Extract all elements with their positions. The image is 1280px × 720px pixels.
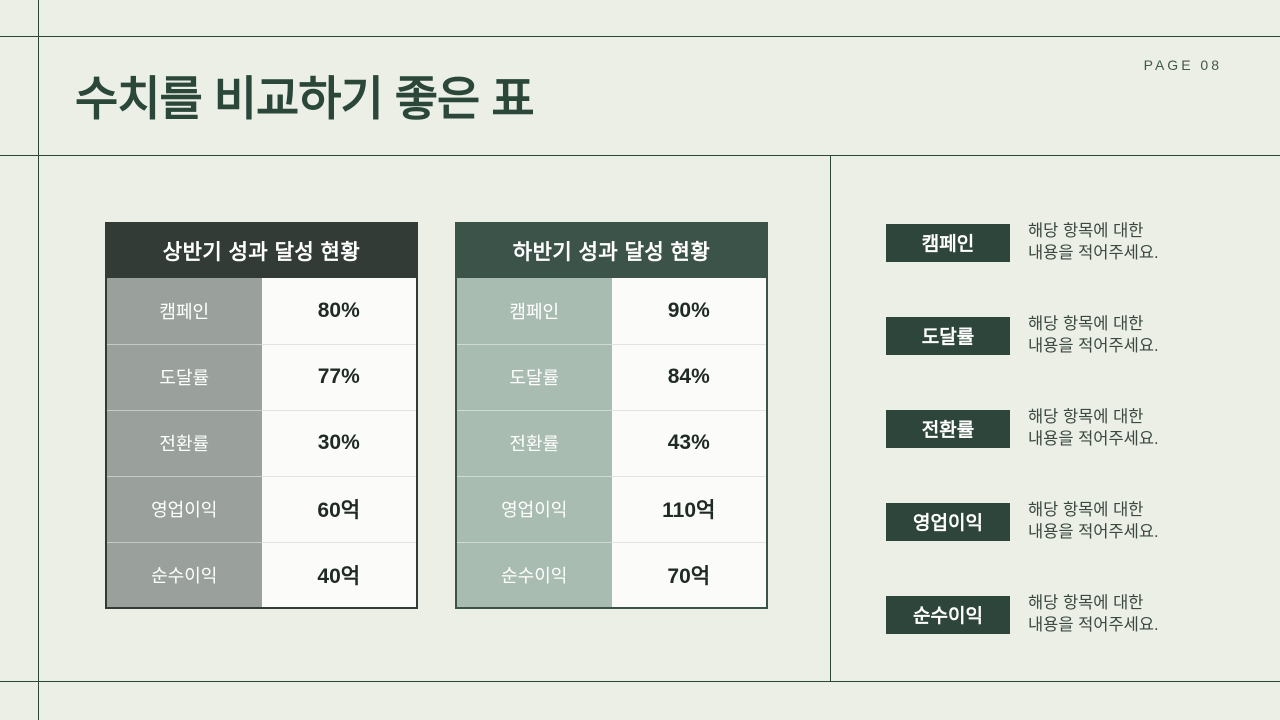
row-value: 60억 xyxy=(261,475,417,542)
legend-desc-line1: 해당 항목에 대한 xyxy=(1028,222,1144,240)
legend-desc: 해당 항목에 대한 내용을 적어주세요. xyxy=(1028,221,1159,264)
legend-desc-line2: 내용을 적어주세요. xyxy=(1028,429,1159,448)
row-label: 영업이익 xyxy=(456,475,612,542)
table-header-row: 상반기 성과 달성 현황 xyxy=(106,223,417,278)
legend-item: 순수이익 해당 항목에 대한 내용을 적어주세요. xyxy=(886,593,1159,636)
row-label: 전환률 xyxy=(106,409,262,476)
legend-desc-line2: 내용을 적어주세요. xyxy=(1028,243,1159,262)
row-label: 전환률 xyxy=(456,409,612,476)
legend-item: 영업이익 해당 항목에 대한 내용을 적어주세요. xyxy=(886,500,1159,543)
table-row: 전환률 43% xyxy=(456,409,767,476)
table-row: 도달률 77% xyxy=(106,343,417,410)
table-row: 도달률 84% xyxy=(456,343,767,410)
row-label: 캠페인 xyxy=(456,278,612,344)
legend-badge: 도달률 xyxy=(886,316,1010,355)
row-label: 순수이익 xyxy=(456,541,612,608)
legend-item: 전환률 해당 항목에 대한 내용을 적어주세요. xyxy=(886,407,1159,450)
legend-desc: 해당 항목에 대한 내용을 적어주세요. xyxy=(1028,314,1159,357)
header-divider-line xyxy=(0,155,1280,156)
row-value: 70억 xyxy=(611,541,767,608)
row-label: 영업이익 xyxy=(106,475,262,542)
legend-desc-line2: 내용을 적어주세요. xyxy=(1028,615,1159,634)
second-half-table: 하반기 성과 달성 현황 캠페인 90% 도달률 84% 전환률 43% 영업이… xyxy=(455,222,768,609)
table-row: 순수이익 70억 xyxy=(456,541,767,608)
legend-desc: 해당 항목에 대한 내용을 적어주세요. xyxy=(1028,500,1159,543)
page-number: PAGE 08 xyxy=(1143,57,1222,73)
legend-badge: 영업이익 xyxy=(886,502,1010,541)
row-label: 도달률 xyxy=(106,343,262,410)
legend-desc-line2: 내용을 적어주세요. xyxy=(1028,522,1159,541)
second-half-table-title: 하반기 성과 달성 현황 xyxy=(456,223,767,278)
top-frame-line xyxy=(0,36,1280,37)
row-value: 80% xyxy=(261,278,417,344)
table-row: 전환률 30% xyxy=(106,409,417,476)
row-label: 도달률 xyxy=(456,343,612,410)
legend-desc: 해당 항목에 대한 내용을 적어주세요. xyxy=(1028,407,1159,450)
legend-badge: 순수이익 xyxy=(886,595,1010,634)
content-divider-line xyxy=(830,156,831,681)
left-frame-line xyxy=(38,0,39,720)
table-row: 영업이익 110억 xyxy=(456,475,767,542)
table-row: 캠페인 90% xyxy=(456,278,767,344)
row-label: 캠페인 xyxy=(106,278,262,344)
row-value: 40억 xyxy=(261,541,417,608)
legend-panel: 캠페인 해당 항목에 대한 내용을 적어주세요. 도달률 해당 항목에 대한 내… xyxy=(886,221,1159,686)
legend-desc-line2: 내용을 적어주세요. xyxy=(1028,336,1159,355)
row-value: 84% xyxy=(611,343,767,410)
legend-desc-line1: 해당 항목에 대한 xyxy=(1028,594,1144,612)
footer-divider-line xyxy=(0,681,1280,682)
row-value: 90% xyxy=(611,278,767,344)
row-value: 110억 xyxy=(611,475,767,542)
legend-item: 도달률 해당 항목에 대한 내용을 적어주세요. xyxy=(886,314,1159,357)
legend-item: 캠페인 해당 항목에 대한 내용을 적어주세요. xyxy=(886,221,1159,264)
legend-desc: 해당 항목에 대한 내용을 적어주세요. xyxy=(1028,593,1159,636)
table-header-row: 하반기 성과 달성 현황 xyxy=(456,223,767,278)
first-half-table-title: 상반기 성과 달성 현황 xyxy=(106,223,417,278)
row-value: 77% xyxy=(261,343,417,410)
row-value: 43% xyxy=(611,409,767,476)
row-value: 30% xyxy=(261,409,417,476)
legend-desc-line1: 해당 항목에 대한 xyxy=(1028,408,1144,426)
legend-desc-line1: 해당 항목에 대한 xyxy=(1028,501,1144,519)
legend-desc-line1: 해당 항목에 대한 xyxy=(1028,315,1144,333)
first-half-table: 상반기 성과 달성 현황 캠페인 80% 도달률 77% 전환률 30% 영업이… xyxy=(105,222,418,609)
table-row: 캠페인 80% xyxy=(106,278,417,344)
row-label: 순수이익 xyxy=(106,541,262,608)
page-title: 수치를 비교하기 좋은 표 xyxy=(75,72,535,125)
table-row: 순수이익 40억 xyxy=(106,541,417,608)
legend-badge: 캠페인 xyxy=(886,223,1010,262)
table-row: 영업이익 60억 xyxy=(106,475,417,542)
legend-badge: 전환률 xyxy=(886,409,1010,448)
